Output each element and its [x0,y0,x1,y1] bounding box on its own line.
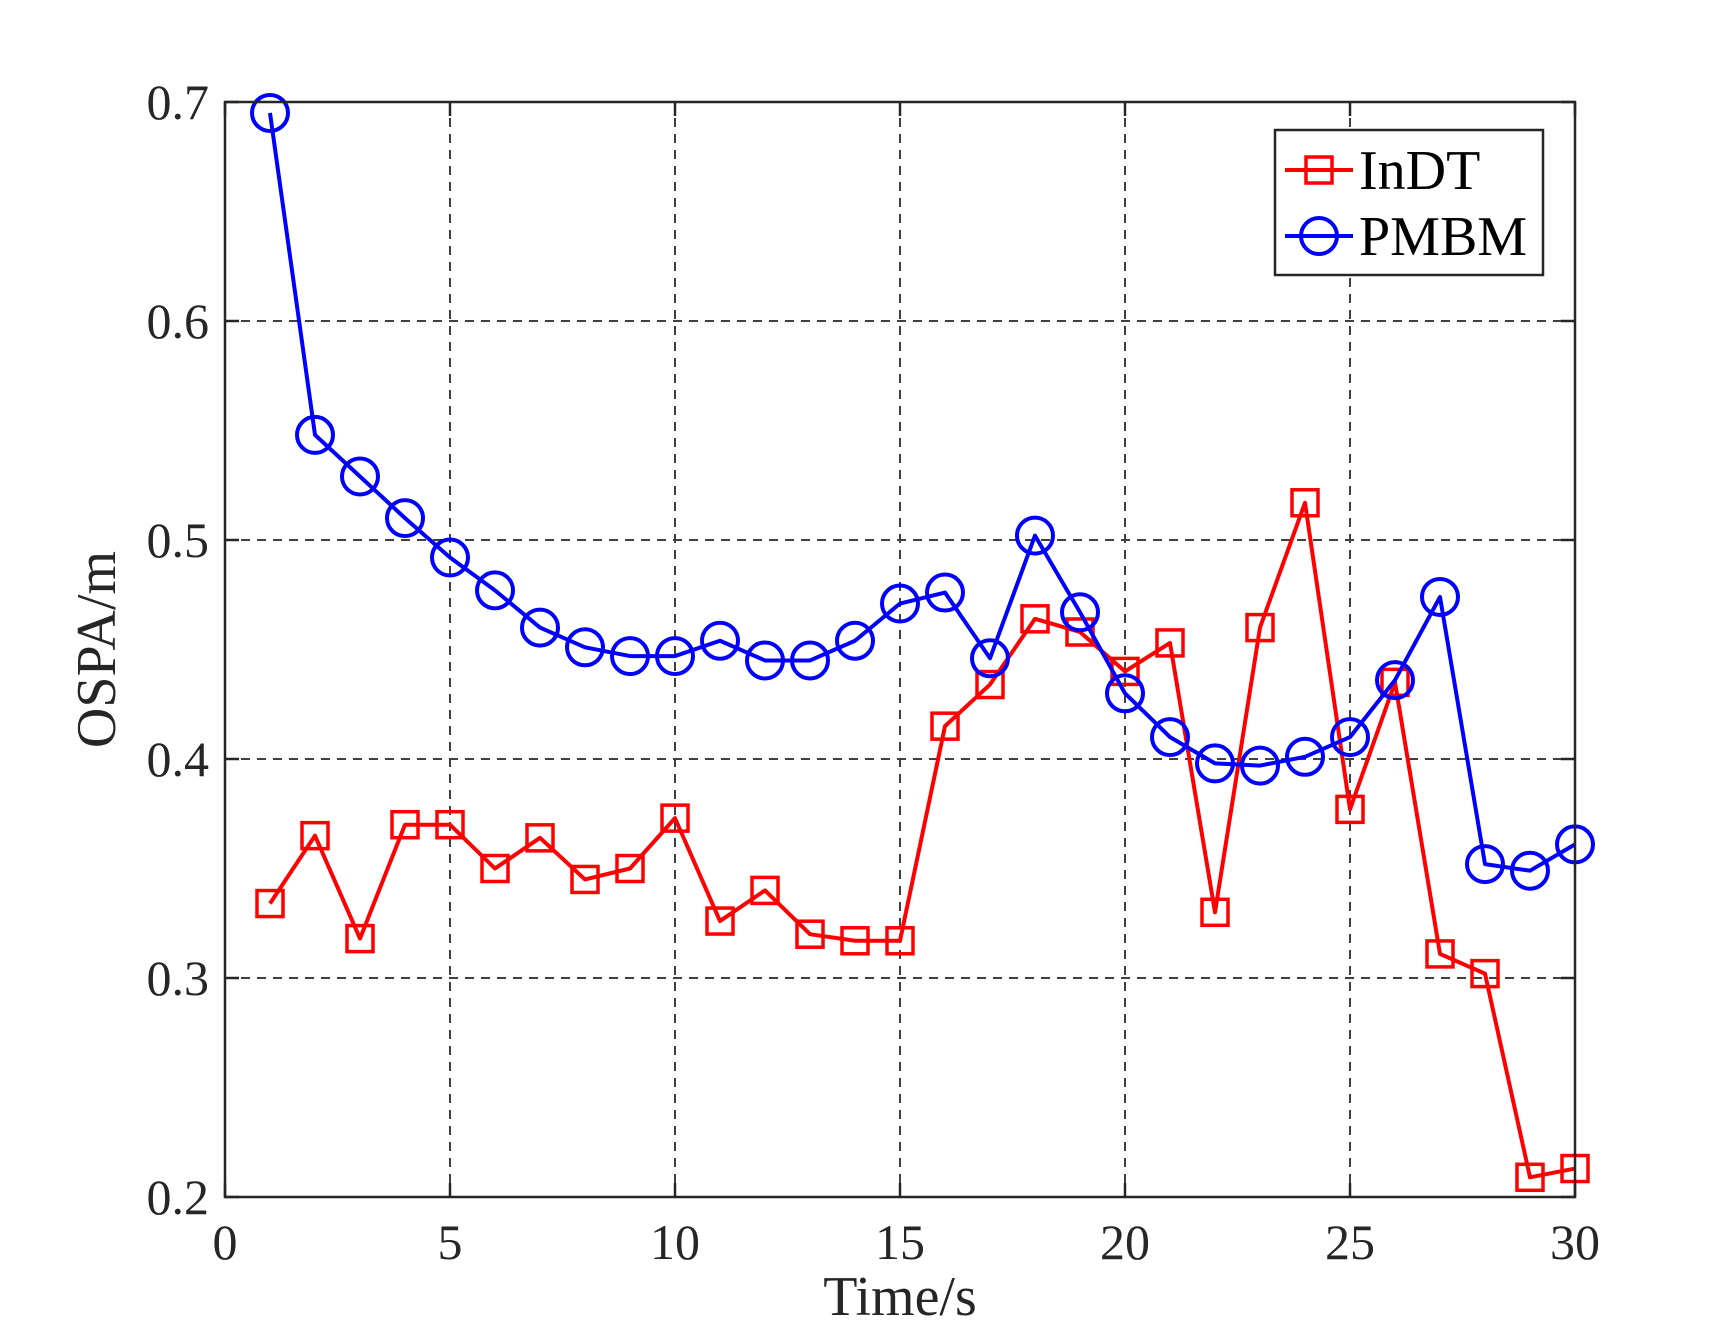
grid-lines [225,102,1575,1197]
square-marker [1335,794,1365,825]
circle-marker [880,583,920,624]
square-marker [525,823,555,853]
y-tick-label: 0.6 [147,293,210,349]
legend-item-indt: InDT [1285,140,1480,202]
circle-marker [250,92,290,133]
series-line [268,500,1576,1180]
square-marker [300,820,330,851]
circle-marker [1015,515,1055,556]
square-marker [1155,628,1185,658]
circle-marker [430,537,470,578]
legend-label: InDT [1359,140,1480,202]
legend-item-pmbm: PMBM [1285,206,1527,268]
legend-box [1273,128,1545,277]
square-marker [1470,958,1500,989]
circle-marker [610,636,650,677]
square-marker [1425,939,1455,969]
y-tick-label: 0.2 [147,1169,210,1225]
circle-marker [1240,745,1280,786]
square-marker [750,875,780,906]
circle-marker [1510,850,1550,891]
circle-marker [295,414,335,455]
x-tick-label: 15 [875,1214,925,1270]
legend-label: PMBM [1359,206,1527,268]
y-axis-title: OSPA/m [66,551,128,748]
series-indt [255,488,1590,1193]
circle-marker [1299,216,1339,256]
x-tick-label: 20 [1100,1214,1150,1270]
circle-marker [1285,736,1325,777]
circle-marker [1195,743,1235,784]
square-marker [1020,604,1050,634]
square-marker [1380,667,1410,698]
square-marker [705,906,735,936]
circle-marker [1465,844,1505,885]
circle-marker [745,640,785,681]
series-line [268,112,1577,873]
x-tick-label: 10 [650,1214,700,1270]
x-tick-label: 5 [438,1214,463,1270]
circle-marker [1375,660,1415,701]
circle-marker [520,607,560,648]
square-marker [570,864,600,895]
square-marker [480,853,510,884]
y-tick-label: 0.7 [147,74,210,130]
circle-marker [1105,673,1145,714]
circle-marker [1330,717,1370,758]
series-pmbm [250,92,1595,891]
x-axis-title: Time/s [823,1266,977,1328]
circle-marker [340,456,380,497]
square-marker [975,669,1005,700]
y-tick-label: 0.3 [147,950,210,1006]
square-marker [1515,1162,1545,1193]
square-marker [1290,488,1320,518]
square-marker [930,711,960,741]
axes: 0 5 10 15 20 25 30 0.2 0.3 0.4 0.5 0.6 0.7 [147,74,1601,1270]
circle-marker [970,638,1010,679]
x-tick-label: 25 [1325,1214,1375,1270]
square-marker [885,926,915,956]
square-marker [1245,612,1275,643]
circle-marker [475,570,515,611]
circle-marker [1420,576,1460,617]
x-tick-label: 0 [213,1214,238,1270]
circle-marker [700,620,740,661]
square-marker [840,926,870,956]
circle-marker [1060,592,1100,633]
circle-marker [565,627,605,668]
square-marker [1200,897,1230,928]
circle-marker [655,636,695,677]
square-marker [435,809,465,840]
square-marker [615,853,645,884]
square-marker [345,923,375,954]
square-marker [390,809,420,840]
x-tick-label: 30 [1550,1214,1600,1270]
circle-marker [1150,717,1190,758]
circle-marker [790,640,830,681]
y-tick-label: 0.4 [147,731,210,787]
circle-marker [385,498,425,539]
y-tick-label: 0.5 [147,512,210,568]
square-marker [660,803,690,833]
square-marker [255,888,285,919]
series-lines [250,92,1595,1193]
circle-marker [925,572,965,613]
circle-marker [835,620,875,661]
square-marker [795,919,825,949]
square-marker [1304,155,1334,185]
